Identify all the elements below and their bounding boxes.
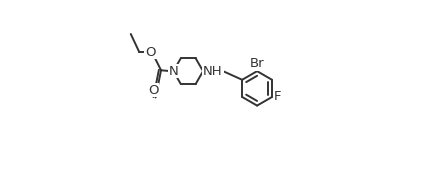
Text: Br: Br [250, 57, 264, 70]
Text: NH: NH [203, 65, 223, 78]
Text: O: O [145, 46, 156, 59]
Text: N: N [169, 65, 178, 78]
Text: O: O [148, 84, 158, 97]
Text: F: F [273, 91, 281, 103]
